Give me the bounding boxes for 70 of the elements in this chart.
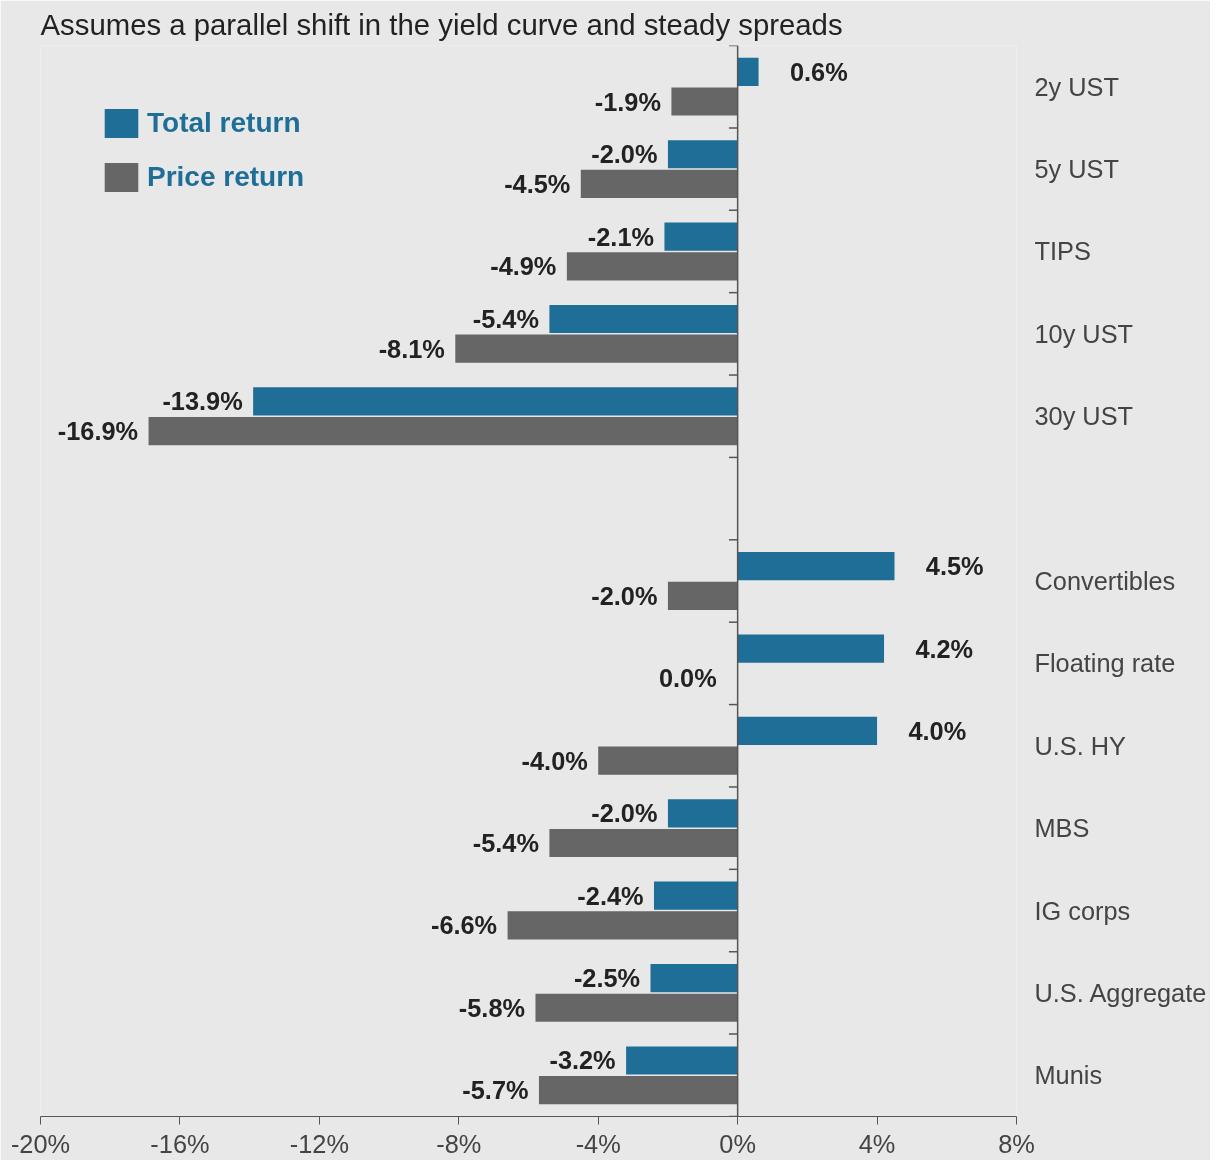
bar: [535, 993, 738, 1022]
x-tick-label: -12%: [289, 1129, 349, 1158]
data-label: -5.4%: [472, 828, 539, 857]
bar: [653, 881, 738, 910]
bar: [549, 304, 738, 334]
data-label: -5.4%: [472, 305, 539, 334]
data-label: -8.1%: [378, 334, 445, 363]
x-tick-label: -4%: [575, 1129, 621, 1158]
bar: [253, 387, 738, 416]
bar: [507, 911, 738, 940]
bar: [671, 87, 738, 116]
y-tick-label: IG corps: [1034, 896, 1131, 925]
bar: [626, 1046, 738, 1075]
data-label: -2.0%: [591, 799, 658, 828]
bar: [667, 581, 738, 610]
x-tick-label: 8%: [998, 1129, 1035, 1158]
y-tick-label: TIPS: [1034, 237, 1091, 266]
data-label: -4.9%: [490, 252, 557, 281]
bar: [667, 140, 738, 169]
y-tick-label: MBS: [1034, 814, 1090, 843]
data-label: -4.5%: [504, 169, 571, 198]
data-label: -5.7%: [462, 1076, 529, 1105]
x-tick-label: 4%: [858, 1129, 896, 1158]
y-tick-label: U.S. Aggregate: [1034, 978, 1207, 1007]
data-label: -2.5%: [573, 964, 641, 993]
bar: [455, 334, 738, 363]
data-label: -1.9%: [594, 87, 661, 116]
y-tick-label: U.S. HY: [1034, 731, 1127, 760]
data-label: -2.4%: [577, 881, 644, 910]
data-label: 0.0%: [659, 664, 717, 693]
data-label: -3.2%: [549, 1046, 616, 1075]
x-tick-label: 0%: [719, 1129, 756, 1158]
data-label: -6.6%: [430, 911, 498, 940]
bar: [538, 1076, 738, 1105]
chart-title: Assumes a parallel shift in the yield curve and steady spreads: [40, 7, 843, 41]
data-label: -5.8%: [458, 993, 526, 1022]
bar: [598, 746, 738, 775]
bar: [566, 252, 738, 281]
bar: [737, 57, 759, 86]
bar: [664, 222, 738, 251]
legend-label: Price return: [147, 161, 305, 193]
data-label: -2.1%: [587, 222, 654, 251]
data-label: 4.2%: [915, 634, 974, 663]
y-tick-label: Convertibles: [1034, 567, 1176, 595]
y-tick-label: 30y UST: [1034, 402, 1134, 431]
x-tick-label: -20%: [10, 1129, 71, 1158]
data-label: -2.0%: [591, 581, 658, 610]
x-tick-label: -16%: [150, 1129, 210, 1158]
y-tick-label: 10y UST: [1034, 319, 1134, 348]
legend-label: Total return: [147, 107, 301, 139]
data-label: 4.5%: [925, 552, 984, 581]
bar: [737, 634, 885, 663]
bar: [549, 828, 738, 858]
bar: [650, 964, 738, 993]
bar: [667, 799, 738, 828]
y-tick-label: 2y UST: [1034, 72, 1119, 101]
bar: [737, 552, 895, 581]
data-label: 0.6%: [789, 57, 848, 86]
data-label: -2.0%: [591, 140, 658, 169]
bar: [737, 716, 878, 746]
bar: [580, 169, 738, 198]
y-tick-label: Floating rate: [1034, 649, 1176, 678]
data-label: -16.9%: [57, 417, 139, 446]
data-label: -4.0%: [521, 746, 588, 775]
x-tick-label: -8%: [436, 1129, 482, 1158]
data-label: 4.0%: [908, 716, 967, 745]
y-tick-label: Munis: [1034, 1061, 1103, 1090]
data-label: -13.9%: [162, 387, 243, 416]
y-tick-label: 5y UST: [1034, 155, 1119, 184]
bar: [148, 416, 738, 446]
